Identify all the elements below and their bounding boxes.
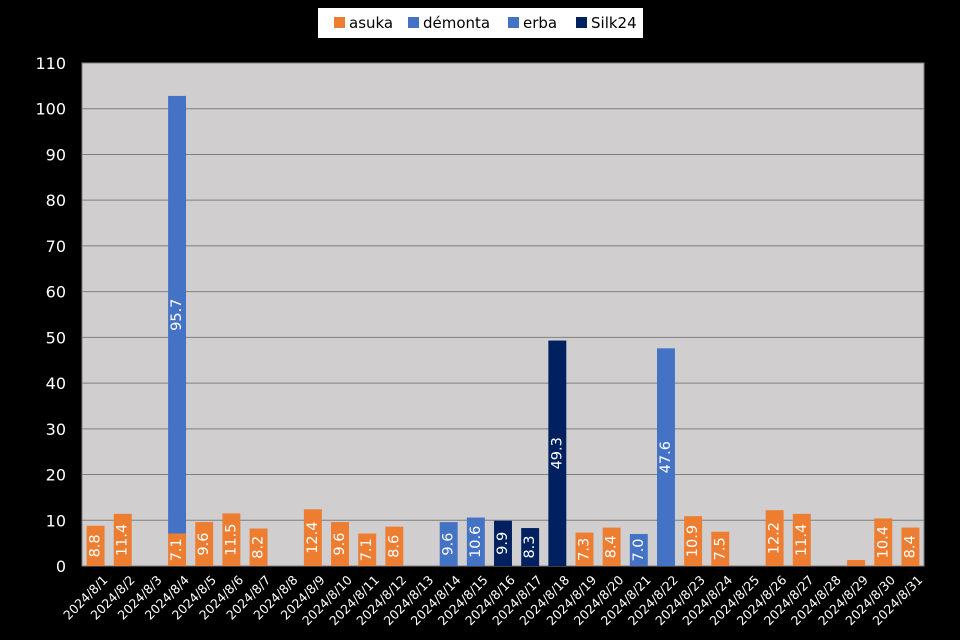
y-tick-label: 20	[46, 466, 66, 485]
bar-value-label: 11.5	[223, 524, 239, 556]
legend-label: erba	[523, 14, 557, 32]
y-tick-label: 110	[35, 54, 66, 73]
bar-asuka	[222, 513, 241, 566]
bar-value-label: 49.3	[549, 437, 565, 469]
bar-asuka	[792, 513, 811, 566]
bar-value-label: 8.3	[522, 535, 538, 558]
y-tick-label: 0	[56, 557, 66, 576]
bar-asuka	[602, 527, 621, 566]
x-axis: 2024/8/12024/8/22024/8/32024/8/42024/8/5…	[60, 572, 925, 628]
bar-asuka	[113, 513, 132, 566]
bar-asuka	[575, 532, 594, 566]
bar-value-label: 47.6	[658, 441, 674, 473]
bar-asuka	[901, 527, 920, 566]
legend-label: Silk24	[591, 14, 637, 32]
bar-value-label: 10.4	[875, 526, 891, 558]
bar-value-label: 7.1	[359, 538, 375, 561]
bar-value-label: 7.3	[576, 538, 592, 561]
bar-asuka	[765, 510, 784, 566]
bar-asuka	[847, 560, 866, 566]
gridlines	[82, 108, 924, 521]
bar-silk24	[494, 520, 512, 566]
bar-value-label: 8.4	[902, 535, 918, 558]
bar-asuka	[331, 522, 349, 566]
bar-value-label: 10.6	[468, 526, 484, 558]
bar-value-label: 12.4	[305, 522, 321, 554]
legend-swatch	[334, 17, 345, 28]
bar-asuka	[195, 522, 214, 566]
y-tick-label: 30	[46, 420, 66, 439]
bar-value-label: 8.2	[251, 536, 267, 559]
bar-asuka	[684, 516, 703, 566]
bar-asuka	[385, 526, 404, 566]
bar-asuka	[86, 525, 105, 566]
y-axis: 0 10 20 30 40 50 60 70 80 90 100 110	[35, 54, 66, 576]
bar-d-monta	[466, 517, 485, 566]
legend-box	[318, 8, 643, 38]
y-tick-label: 60	[46, 283, 66, 302]
bar-value-label: 10.9	[685, 525, 701, 557]
y-tick-label: 40	[46, 374, 66, 393]
y-tick-label: 50	[46, 328, 66, 347]
y-tick-label: 90	[46, 145, 66, 164]
bar-d-monta	[657, 348, 675, 566]
bar-value-label: 7.1	[169, 538, 185, 561]
y-tick-label: 80	[46, 191, 66, 210]
bar-d-monta	[629, 533, 648, 566]
legend-label: démonta	[423, 14, 490, 32]
bar-value-label: 9.6	[332, 533, 348, 556]
bar-asuka	[249, 528, 268, 566]
bar-value-label: 11.4	[115, 524, 131, 556]
data-labels: 8.8 11.4 7.1 95.7 9.6 11.5 8.2 12.4 9.6 7.1 8.6 9.6…	[88, 299, 919, 562]
bar-value-label: 9.6	[441, 533, 457, 556]
bar-value-label: 95.7	[169, 299, 185, 331]
bars	[86, 95, 920, 566]
bar-value-label: 7.0	[631, 538, 647, 561]
bar-asuka	[711, 531, 730, 566]
bar-value-label: 11.4	[794, 524, 810, 556]
legend-swatch	[576, 17, 587, 28]
legend-swatch	[508, 17, 519, 28]
bar-asuka	[358, 533, 377, 566]
bar-value-label: 9.6	[196, 533, 212, 556]
bar-d-monta	[168, 95, 187, 534]
y-tick-label: 100	[35, 100, 66, 119]
bar-value-label: 12.2	[767, 522, 783, 554]
bar-value-label: 9.9	[495, 532, 511, 555]
y-tick-label: 10	[46, 511, 66, 530]
bar-value-label: 7.5	[712, 537, 728, 560]
bar-value-label: 8.8	[88, 534, 104, 557]
bar-silk24	[521, 528, 540, 566]
bar-silk24	[548, 340, 567, 566]
bar-asuka	[874, 518, 893, 566]
bar-value-label: 8.4	[604, 535, 620, 558]
plot-area	[81, 62, 925, 567]
bar-value-label: 8.6	[386, 535, 402, 558]
bar-asuka	[303, 509, 322, 566]
legend-swatch	[408, 17, 419, 28]
legend: asuka démonta erba Silk24	[334, 14, 637, 32]
bar-d-monta	[439, 522, 458, 566]
y-tick-label: 70	[46, 237, 66, 256]
legend-label: asuka	[349, 14, 393, 32]
bar-asuka	[168, 533, 187, 566]
